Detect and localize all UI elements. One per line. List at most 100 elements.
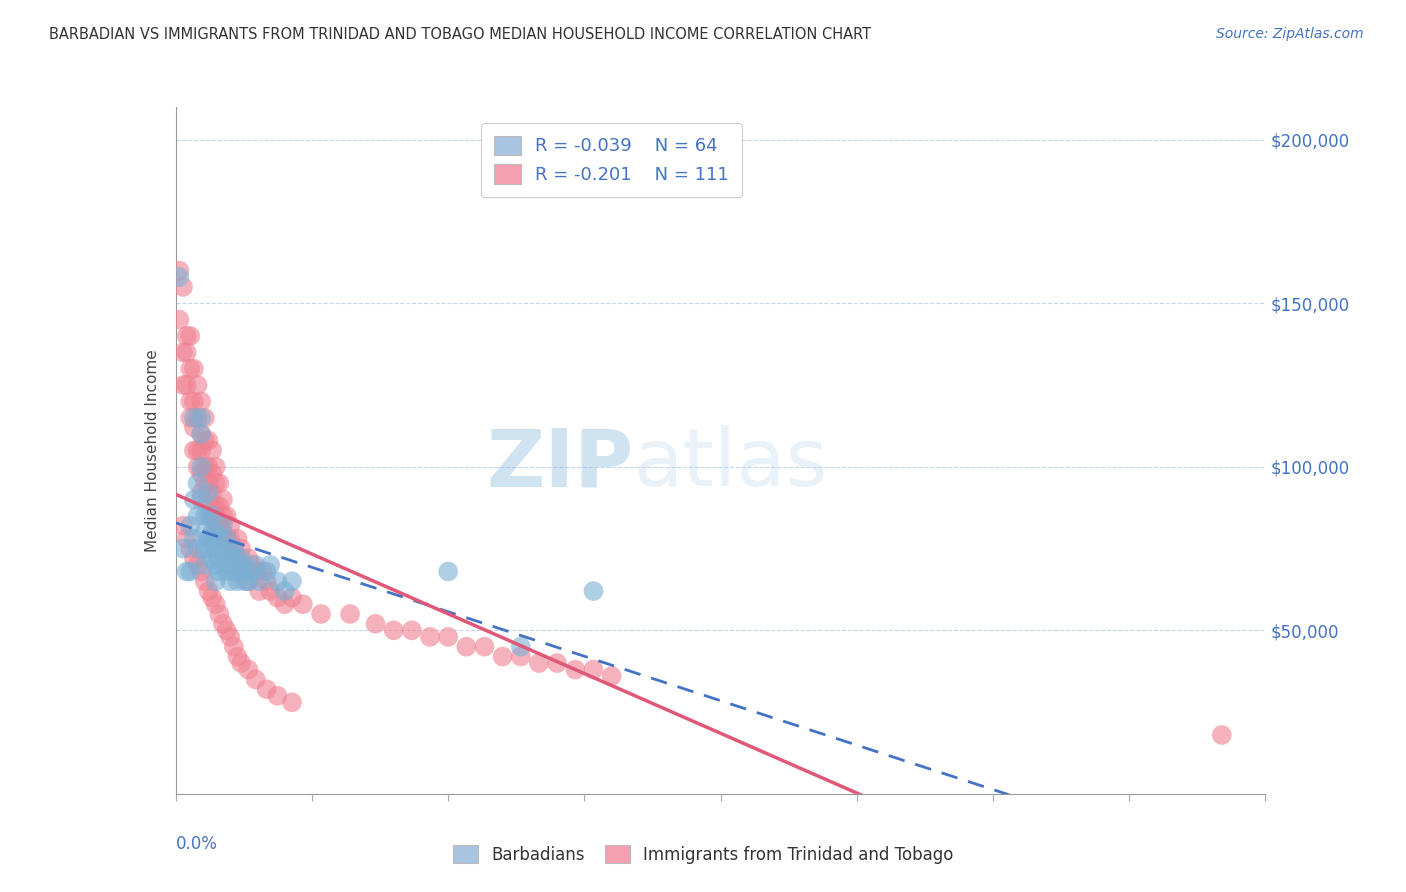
Point	[247, 584, 270, 599]
Legend: R = -0.039    N = 64, R = -0.201    N = 111: R = -0.039 N = 64, R = -0.201 N = 111	[481, 123, 742, 197]
Point	[194, 508, 217, 523]
Point	[222, 541, 245, 556]
Point	[176, 532, 198, 546]
Point	[176, 378, 198, 392]
Point	[364, 616, 387, 631]
Point	[222, 541, 245, 556]
Point	[190, 486, 212, 500]
Point	[281, 591, 304, 605]
Point	[176, 565, 198, 579]
Point	[226, 558, 249, 572]
Point	[183, 361, 205, 376]
Point	[183, 420, 205, 434]
Point	[1211, 728, 1233, 742]
Point	[201, 551, 224, 566]
Point	[231, 558, 253, 572]
Point	[208, 499, 231, 513]
Text: 0.0%: 0.0%	[176, 835, 218, 853]
Point	[222, 565, 245, 579]
Point	[212, 616, 235, 631]
Point	[226, 551, 249, 566]
Point	[256, 565, 278, 579]
Point	[204, 459, 226, 474]
Point	[233, 565, 256, 579]
Point	[219, 574, 242, 589]
Point	[172, 541, 194, 556]
Point	[582, 584, 605, 599]
Point	[204, 476, 226, 491]
Point	[208, 532, 231, 546]
Point	[564, 663, 586, 677]
Point	[215, 532, 238, 546]
Point	[183, 532, 205, 546]
Point	[222, 640, 245, 654]
Point	[201, 508, 224, 523]
Point	[183, 551, 205, 566]
Point	[201, 486, 224, 500]
Point	[169, 270, 191, 285]
Point	[437, 630, 460, 644]
Point	[204, 597, 226, 611]
Point	[208, 607, 231, 621]
Point	[259, 558, 281, 572]
Point	[582, 663, 605, 677]
Point	[240, 565, 263, 579]
Point	[197, 459, 219, 474]
Point	[226, 532, 249, 546]
Point	[179, 410, 201, 425]
Point	[456, 640, 478, 654]
Point	[245, 558, 267, 572]
Point	[197, 492, 219, 507]
Point	[238, 551, 260, 566]
Point	[183, 492, 205, 507]
Point	[231, 565, 253, 579]
Point	[252, 565, 274, 579]
Text: BARBADIAN VS IMMIGRANTS FROM TRINIDAD AND TOBAGO MEDIAN HOUSEHOLD INCOME CORRELA: BARBADIAN VS IMMIGRANTS FROM TRINIDAD AN…	[49, 27, 872, 42]
Point	[212, 518, 235, 533]
Point	[215, 541, 238, 556]
Point	[186, 410, 209, 425]
Point	[245, 673, 267, 687]
Point	[190, 410, 212, 425]
Point	[309, 607, 332, 621]
Point	[266, 591, 288, 605]
Point	[204, 516, 226, 530]
Point	[509, 649, 531, 664]
Point	[256, 574, 278, 589]
Point	[266, 689, 288, 703]
Point	[339, 607, 361, 621]
Point	[190, 427, 212, 442]
Point	[204, 574, 226, 589]
Point	[238, 574, 260, 589]
Point	[281, 695, 304, 709]
Point	[401, 624, 423, 638]
Point	[215, 532, 238, 546]
Point	[204, 558, 226, 572]
Point	[208, 476, 231, 491]
Point	[183, 443, 205, 458]
Point	[492, 649, 515, 664]
Point	[231, 541, 253, 556]
Point	[186, 508, 209, 523]
Point	[201, 443, 224, 458]
Point	[291, 597, 314, 611]
Point	[238, 663, 260, 677]
Point	[219, 532, 242, 546]
Point	[172, 378, 194, 392]
Point	[256, 682, 278, 697]
Point	[382, 624, 405, 638]
Point	[546, 656, 568, 670]
Point	[233, 558, 256, 572]
Point	[190, 394, 212, 409]
Point	[201, 591, 224, 605]
Text: atlas: atlas	[633, 425, 828, 503]
Point	[190, 459, 212, 474]
Point	[212, 541, 235, 556]
Point	[215, 508, 238, 523]
Point	[600, 669, 623, 683]
Point	[222, 558, 245, 572]
Point	[194, 541, 217, 556]
Text: Source: ZipAtlas.com: Source: ZipAtlas.com	[1216, 27, 1364, 41]
Legend: Barbadians, Immigrants from Trinidad and Tobago: Barbadians, Immigrants from Trinidad and…	[446, 838, 960, 871]
Point	[259, 584, 281, 599]
